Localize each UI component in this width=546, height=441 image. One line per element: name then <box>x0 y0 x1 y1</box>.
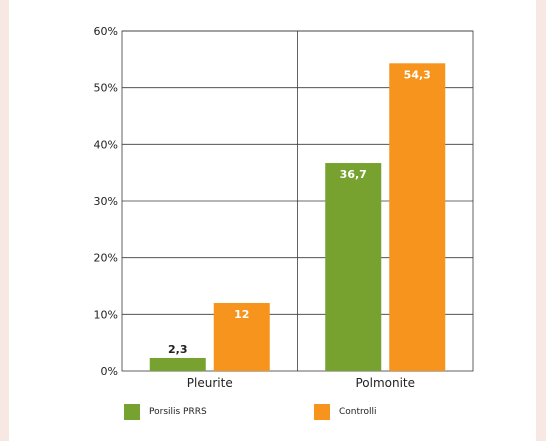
bar-pleurite-1 <box>213 303 270 371</box>
legend-swatch-porsilis-prrs <box>124 404 140 420</box>
plot-frame <box>121 30 474 372</box>
data-label-polmonite-0: 36,7 <box>340 168 367 181</box>
legend: Porsilis PRRS Controlli <box>124 404 524 424</box>
legend-swatch-controlli <box>314 404 330 420</box>
y-tick-label-30: 30% <box>94 195 118 208</box>
y-tick-label-50: 50% <box>94 82 118 95</box>
legend-label-porsilis-prrs: Porsilis PRRS <box>149 407 207 417</box>
legend-label-controlli: Controlli <box>339 407 377 417</box>
data-label-polmonite-1: 54,3 <box>404 68 431 81</box>
bar-pleurite-0 <box>149 357 206 371</box>
bar-polmonite-1 <box>389 63 446 372</box>
legend-item-porsilis-prrs: Porsilis PRRS <box>124 404 207 420</box>
bar-polmonite-0 <box>325 163 382 371</box>
y-tick-label-60: 60% <box>94 25 118 38</box>
data-label-pleurite-1: 12 <box>234 308 249 321</box>
chart-panel: 0% 10% 20% 30% 40% 50% 60% 2,3 12 Pleurite 36,7 54,… <box>9 0 536 441</box>
x-tick-label-polmonite: Polmonite <box>355 376 415 390</box>
data-label-pleurite-0: 2,3 <box>168 343 188 356</box>
y-tick-label-10: 10% <box>94 308 118 321</box>
y-tick-label-20: 20% <box>94 252 118 265</box>
legend-item-controlli: Controlli <box>314 404 377 420</box>
y-tick-label-0: 0% <box>101 365 118 378</box>
bar-chart: 0% 10% 20% 30% 40% 50% 60% 2,3 12 Pleurite 36,7 54,… <box>94 25 474 390</box>
y-tick-label-40: 40% <box>94 138 118 151</box>
x-tick-label-pleurite: Pleurite <box>187 376 233 390</box>
